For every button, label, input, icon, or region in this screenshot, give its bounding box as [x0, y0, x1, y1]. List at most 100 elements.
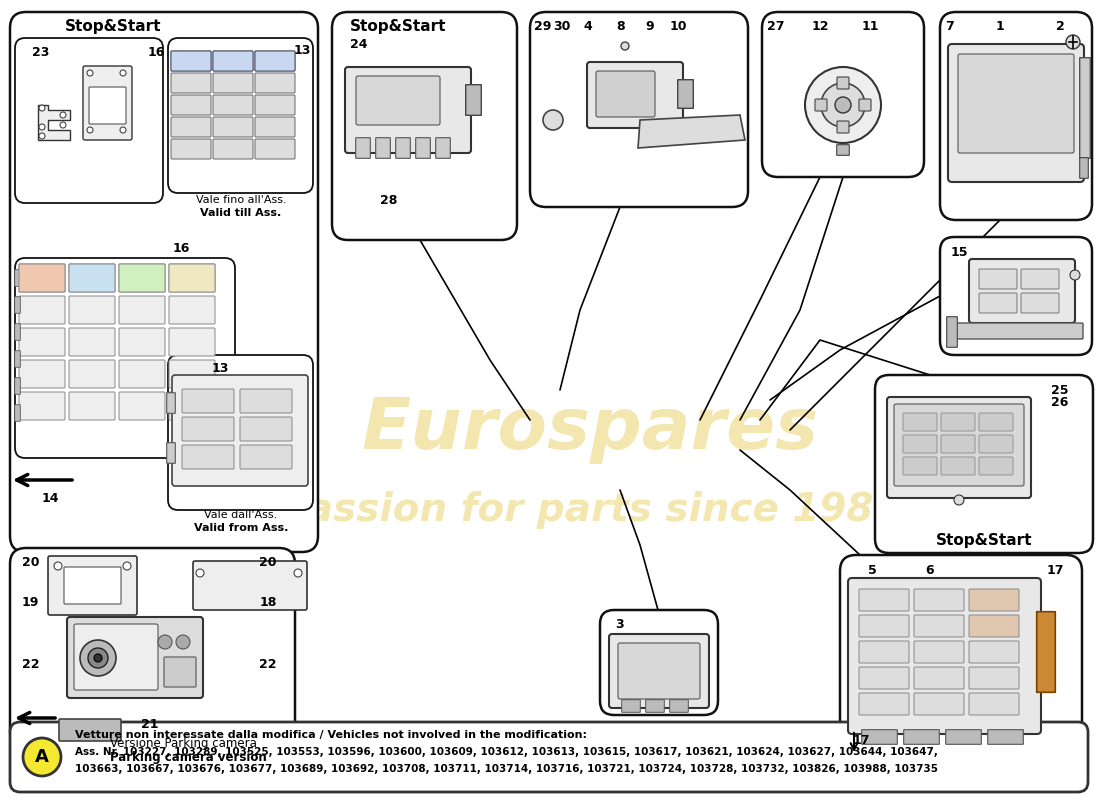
FancyBboxPatch shape: [355, 138, 371, 158]
FancyBboxPatch shape: [969, 615, 1019, 637]
FancyBboxPatch shape: [69, 360, 116, 388]
FancyBboxPatch shape: [952, 323, 1084, 339]
FancyBboxPatch shape: [837, 145, 849, 155]
Text: 11: 11: [861, 21, 879, 34]
FancyBboxPatch shape: [969, 693, 1019, 715]
FancyBboxPatch shape: [969, 641, 1019, 663]
FancyBboxPatch shape: [255, 95, 295, 115]
FancyBboxPatch shape: [170, 139, 211, 159]
FancyBboxPatch shape: [859, 641, 909, 663]
FancyBboxPatch shape: [914, 641, 964, 663]
FancyBboxPatch shape: [914, 615, 964, 637]
FancyBboxPatch shape: [19, 264, 65, 292]
Circle shape: [1070, 270, 1080, 280]
Text: 29: 29: [535, 21, 552, 34]
Circle shape: [23, 738, 61, 776]
Circle shape: [39, 133, 45, 139]
FancyBboxPatch shape: [840, 555, 1082, 755]
Text: Vetture non interessate dalla modifica / Vehicles not involved in the modificati: Vetture non interessate dalla modifica /…: [75, 730, 587, 740]
FancyBboxPatch shape: [894, 404, 1024, 486]
FancyBboxPatch shape: [182, 389, 234, 413]
FancyBboxPatch shape: [914, 589, 964, 611]
FancyBboxPatch shape: [1036, 612, 1055, 692]
Circle shape: [294, 569, 302, 577]
FancyBboxPatch shape: [19, 360, 65, 388]
Text: 23: 23: [32, 46, 50, 58]
Text: 27: 27: [768, 21, 784, 34]
FancyBboxPatch shape: [255, 117, 295, 137]
Circle shape: [123, 562, 131, 570]
FancyBboxPatch shape: [64, 567, 121, 604]
Circle shape: [543, 110, 563, 130]
FancyBboxPatch shape: [979, 435, 1013, 453]
Circle shape: [821, 83, 865, 127]
FancyBboxPatch shape: [170, 117, 211, 137]
Text: 6: 6: [926, 563, 934, 577]
FancyBboxPatch shape: [170, 95, 211, 115]
FancyBboxPatch shape: [1080, 158, 1088, 178]
FancyBboxPatch shape: [74, 624, 158, 690]
FancyBboxPatch shape: [465, 85, 482, 115]
Text: 13: 13: [294, 43, 310, 57]
FancyBboxPatch shape: [15, 258, 235, 458]
FancyBboxPatch shape: [14, 350, 20, 367]
Text: 28: 28: [379, 194, 397, 206]
Circle shape: [94, 654, 102, 662]
FancyBboxPatch shape: [119, 328, 165, 356]
FancyBboxPatch shape: [946, 730, 981, 744]
Text: 3: 3: [615, 618, 624, 631]
Text: 103663, 103667, 103676, 103677, 103689, 103692, 103708, 103711, 103714, 103716, : 103663, 103667, 103676, 103677, 103689, …: [75, 764, 938, 774]
FancyBboxPatch shape: [14, 270, 20, 286]
FancyBboxPatch shape: [213, 139, 253, 159]
Text: Stop&Start: Stop&Start: [65, 19, 162, 34]
FancyBboxPatch shape: [14, 297, 20, 314]
Text: 22: 22: [22, 658, 40, 671]
Text: 15: 15: [952, 246, 968, 258]
Text: 16: 16: [148, 46, 165, 58]
FancyBboxPatch shape: [670, 700, 689, 712]
FancyBboxPatch shape: [904, 730, 939, 744]
FancyBboxPatch shape: [940, 12, 1092, 220]
Circle shape: [60, 122, 66, 128]
Circle shape: [120, 127, 127, 133]
Text: 1: 1: [996, 21, 1004, 34]
FancyBboxPatch shape: [10, 548, 295, 746]
Text: 30: 30: [553, 21, 571, 34]
FancyBboxPatch shape: [213, 51, 253, 71]
FancyBboxPatch shape: [164, 657, 196, 687]
FancyBboxPatch shape: [69, 392, 116, 420]
Text: A: A: [35, 748, 48, 766]
FancyBboxPatch shape: [213, 51, 253, 71]
FancyBboxPatch shape: [332, 12, 517, 240]
Text: 26: 26: [1052, 397, 1069, 410]
FancyBboxPatch shape: [169, 360, 214, 388]
FancyBboxPatch shape: [69, 296, 116, 324]
Circle shape: [60, 112, 66, 118]
FancyBboxPatch shape: [837, 77, 849, 89]
FancyBboxPatch shape: [119, 360, 165, 388]
Circle shape: [621, 42, 629, 50]
Text: Valid till Ass.: Valid till Ass.: [200, 208, 282, 218]
FancyBboxPatch shape: [255, 51, 295, 71]
Text: 22: 22: [260, 658, 277, 671]
Circle shape: [87, 127, 94, 133]
FancyBboxPatch shape: [887, 397, 1031, 498]
FancyBboxPatch shape: [988, 730, 1023, 744]
FancyBboxPatch shape: [19, 392, 65, 420]
Text: 13: 13: [211, 362, 229, 374]
Text: Valid from Ass.: Valid from Ass.: [194, 523, 288, 533]
FancyBboxPatch shape: [170, 73, 211, 93]
FancyBboxPatch shape: [416, 138, 430, 158]
Text: Stop&Start: Stop&Start: [936, 533, 1032, 547]
Circle shape: [1066, 35, 1080, 49]
FancyBboxPatch shape: [169, 264, 214, 292]
Circle shape: [120, 70, 127, 76]
FancyBboxPatch shape: [969, 589, 1019, 611]
Circle shape: [835, 97, 851, 113]
FancyBboxPatch shape: [119, 264, 165, 292]
Text: 4: 4: [584, 21, 593, 34]
FancyBboxPatch shape: [587, 62, 683, 128]
FancyBboxPatch shape: [914, 693, 964, 715]
FancyBboxPatch shape: [89, 87, 127, 124]
FancyBboxPatch shape: [168, 355, 314, 510]
